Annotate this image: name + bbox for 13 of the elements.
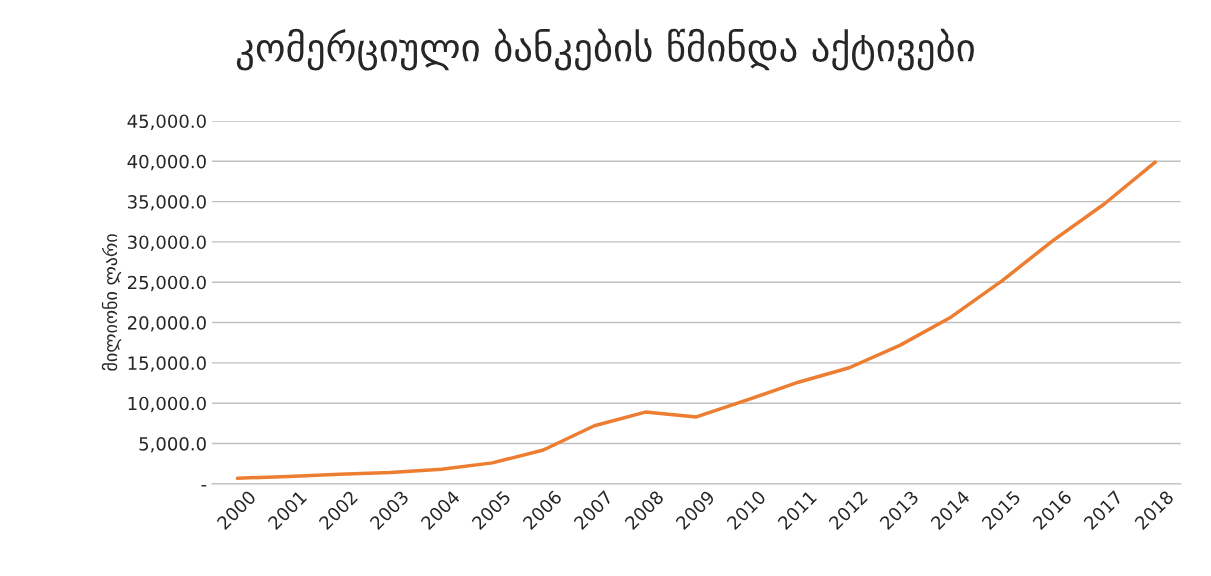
y-tick-label: 20,000.0 (127, 316, 206, 332)
y-tick-label: - (201, 485, 207, 487)
y-tick-label: 35,000.0 (128, 195, 206, 211)
y-tick-label: 30,000.0 (128, 235, 206, 251)
y-tick-label: 25,000.0 (127, 275, 206, 292)
chart-title: კომერციული ბანკების წმინდა აქტივები (236, 28, 974, 71)
y-tick-label: 40,000.0 (127, 154, 206, 171)
y-tick-label: 5,000.0 (139, 436, 206, 453)
y-tick-label: 45,000.0 (127, 114, 206, 130)
y-tick-label: 10,000.0 (128, 396, 206, 413)
y-tick-label: 15,000.0 (128, 356, 206, 372)
line-series (235, 160, 1157, 480)
y-axis-title: მილიონი ლარი (101, 234, 122, 371)
